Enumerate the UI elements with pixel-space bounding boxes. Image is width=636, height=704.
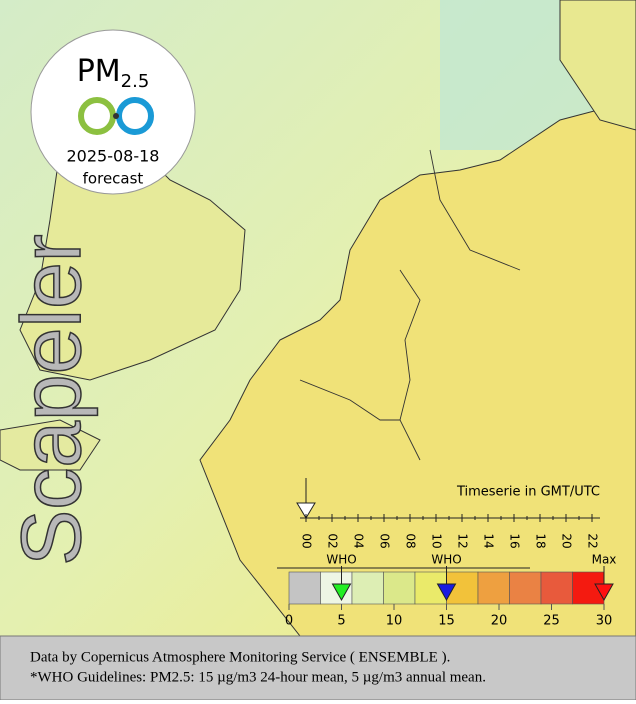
badge-label: forecast — [83, 170, 144, 188]
pm-label: PM — [77, 54, 121, 89]
time-tick-label: 14 — [482, 533, 496, 548]
scale-tick-label: 20 — [491, 614, 508, 629]
time-tick-label: 20 — [560, 533, 574, 548]
scale-tick-label: 15 — [438, 614, 455, 629]
time-tick-label: 00 — [300, 533, 314, 548]
marker — [436, 583, 457, 602]
scale-tick-label: 0 — [285, 614, 293, 629]
pm-subscript: 2.5 — [121, 71, 150, 92]
badge-date: 2025-08-18 — [67, 147, 160, 166]
scale-tick-label: 25 — [543, 614, 560, 629]
footer-line: *WHO Guidelines: PM2.5: 15 µg/m3 24-hour… — [30, 669, 486, 685]
time-pointer-head — [296, 502, 316, 519]
marker — [331, 583, 352, 602]
time-tick-label: 10 — [430, 533, 444, 548]
time-tick-label: 16 — [508, 533, 522, 548]
logo — [78, 97, 154, 135]
land — [0, 0, 636, 637]
timeline-title: Timeserie in GMT/UTC — [456, 485, 600, 500]
scale-bin — [540, 571, 573, 605]
time-tick-label: 18 — [534, 533, 548, 548]
watermark: Scapeler — [4, 234, 98, 566]
footer-panel — [0, 635, 636, 701]
time-tick-label: 04 — [352, 533, 366, 548]
marker-label: Max — [592, 553, 617, 567]
scale-bin — [477, 571, 510, 605]
scale-tick-label: 5 — [337, 614, 345, 629]
scale-bin — [288, 571, 321, 605]
time-tick-label: 08 — [404, 533, 418, 548]
time-tick-label: 22 — [586, 533, 600, 548]
marker-label: WHO — [431, 553, 461, 567]
badge-title: PM2.5 — [77, 54, 150, 93]
time-tick-label: 06 — [378, 533, 392, 548]
scale-bin — [509, 571, 542, 605]
time-tick-label: 02 — [326, 533, 340, 548]
footer-line: Data by Copernicus Atmosphere Monitoring… — [30, 649, 450, 665]
time-tick-label: 12 — [456, 533, 470, 548]
scale-tick-label: 30 — [596, 614, 613, 629]
borders — [299, 149, 521, 461]
scale-bin — [383, 571, 416, 605]
marker — [594, 583, 614, 602]
marker-label: WHO — [326, 553, 356, 567]
scale-tick-label: 10 — [386, 614, 403, 629]
scale-bin — [351, 571, 384, 605]
